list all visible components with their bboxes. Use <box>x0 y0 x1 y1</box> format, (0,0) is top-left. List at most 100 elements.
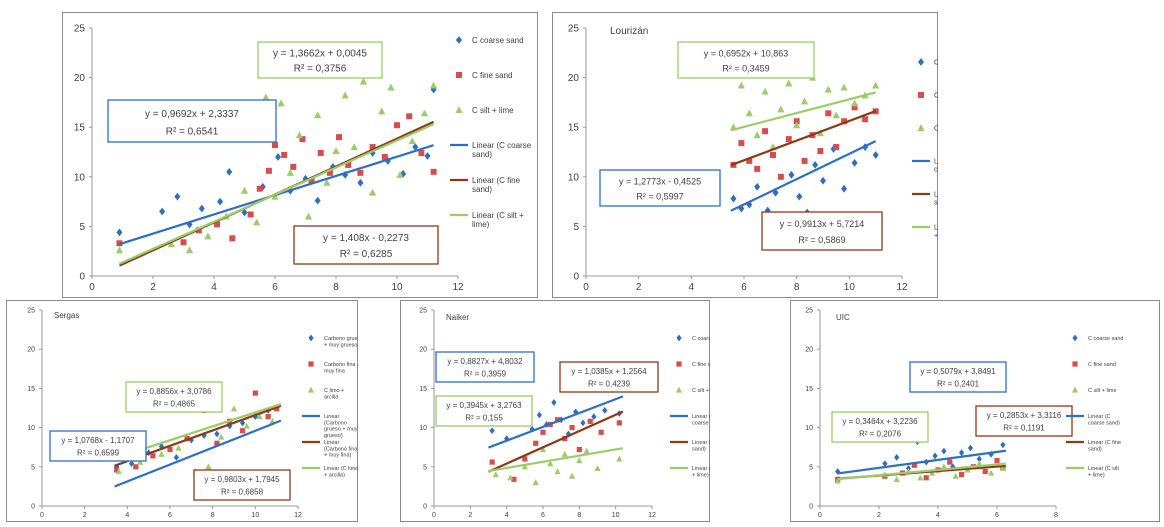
data-point <box>785 79 793 87</box>
data-point <box>180 239 187 246</box>
chart-panel: 0 2 4 6 8 0 5 10 15 20 25 UIC y = 0,5079x + 3,8491 R²… <box>790 300 1160 522</box>
legend-label-line: + lime) <box>934 233 938 240</box>
y-tick-label: 0 <box>809 503 813 510</box>
y-tick-label: 0 <box>31 503 35 510</box>
y-tick-label: 5 <box>809 464 813 471</box>
r-squared-text: R² = 0,3459 <box>722 64 769 74</box>
data-point <box>408 137 416 145</box>
legend-label: Linear (C silt + lime) <box>472 211 524 229</box>
y-tick-label: 15 <box>74 123 86 134</box>
equation-box <box>909 361 1007 393</box>
legend-label-line: Linear (C fine <box>472 176 521 185</box>
legend-label-line: Linear <box>324 440 339 446</box>
equation-box <box>107 99 277 143</box>
y-tick-label: 10 <box>568 172 580 183</box>
data-point <box>302 174 309 183</box>
data-point <box>576 457 583 464</box>
data-point <box>788 170 795 179</box>
x-tick-label: 0 <box>583 282 589 293</box>
data-point <box>911 462 917 468</box>
equation-box <box>435 351 535 383</box>
y-tick-label: 0 <box>423 503 427 510</box>
data-point <box>568 472 576 479</box>
data-point <box>987 469 995 476</box>
data-point <box>507 474 514 481</box>
chart-svg: 0 2 4 6 8 10 12 0 5 10 15 20 25 y = 0,9692x + 2,3337 R… <box>62 12 538 298</box>
data-point <box>420 109 429 117</box>
legend-label-line: coarse sand) <box>934 167 938 174</box>
data-point <box>396 170 404 178</box>
y-tick-label: 20 <box>419 347 427 354</box>
data-point <box>554 417 561 423</box>
data-point <box>737 81 745 89</box>
data-point <box>204 232 212 240</box>
x-tick-label: 2 <box>877 512 881 519</box>
legend-label: Carbono grueso+ muy grueso <box>324 336 358 348</box>
data-point <box>594 464 601 471</box>
data-point <box>159 207 166 216</box>
r-squared-text: R² = 0,6858 <box>221 488 264 497</box>
data-point <box>214 221 221 228</box>
data-point <box>872 81 880 89</box>
data-point <box>317 149 324 156</box>
r-squared-text: R² = 0,3959 <box>464 370 507 379</box>
data-point <box>133 464 139 470</box>
legend-marker-key <box>918 92 924 98</box>
x-tick-label: 8 <box>1054 512 1058 519</box>
data-point <box>928 469 936 476</box>
data-point <box>239 428 246 434</box>
data-point <box>326 169 333 176</box>
y-tick-label: 5 <box>423 464 427 471</box>
y-tick-label: 10 <box>805 425 813 432</box>
data-point <box>540 429 546 435</box>
x-tick-label: 6 <box>541 512 545 519</box>
data-point <box>522 456 528 462</box>
legend-label: C coarse sand <box>472 36 524 45</box>
data-point <box>576 446 582 453</box>
data-point <box>511 476 517 482</box>
data-point <box>746 157 753 164</box>
legend-label-line: Linear (C silt <box>934 224 938 231</box>
data-point <box>418 149 425 156</box>
legend-label-line: Carbono grueso <box>324 336 358 342</box>
data-point <box>158 443 165 450</box>
equation-box <box>761 211 883 251</box>
legend-label: Linear (C silt + lime) <box>934 224 938 239</box>
data-point <box>262 93 270 101</box>
legend-label: Linear (C limo + arcilla) <box>324 466 358 478</box>
data-point <box>834 477 841 484</box>
legend-label-line: (Carbono <box>324 420 347 426</box>
y-tick-label: 25 <box>419 307 427 314</box>
data-point <box>274 406 280 412</box>
legend-label-line: grueso + muy <box>324 427 358 433</box>
trend-line <box>730 91 876 132</box>
chart-title: UIC <box>836 313 850 322</box>
data-point <box>230 405 238 412</box>
equation-text: y = 0,9913x + 5,7214 <box>780 219 865 229</box>
data-point <box>832 111 840 119</box>
y-tick-label: 25 <box>74 24 86 35</box>
chart-svg: 0 2 4 6 8 10 12 0 5 10 15 20 25 Lourizán y = 0,6952x +… <box>552 12 938 298</box>
x-tick-label: 10 <box>844 282 856 293</box>
chart-border <box>790 300 1160 522</box>
legend-label: Carbono fina + muy fina <box>324 362 358 374</box>
y-tick-label: 20 <box>805 347 813 354</box>
legend-label-line: sand) <box>692 446 706 452</box>
x-tick-label: 6 <box>272 282 278 293</box>
data-point <box>256 185 263 192</box>
x-tick-label: 8 <box>794 282 800 293</box>
r-squared-text: R² = 0,1191 <box>1003 424 1045 433</box>
trend-line <box>837 449 1006 475</box>
r-squared-text: R² = 0,6541 <box>166 126 219 137</box>
data-point <box>175 444 182 451</box>
data-point <box>999 464 1007 471</box>
legend-label-line: Linear (C <box>692 414 710 420</box>
legend-label-line: sand) <box>472 185 492 194</box>
trend-line <box>119 123 435 265</box>
x-tick-label: 12 <box>294 512 302 519</box>
x-tick-label: 0 <box>432 512 436 519</box>
legend-label: Linear (Carbono grueso + muy grueso) <box>324 414 358 439</box>
data-point <box>851 159 858 167</box>
data-point <box>286 168 294 176</box>
